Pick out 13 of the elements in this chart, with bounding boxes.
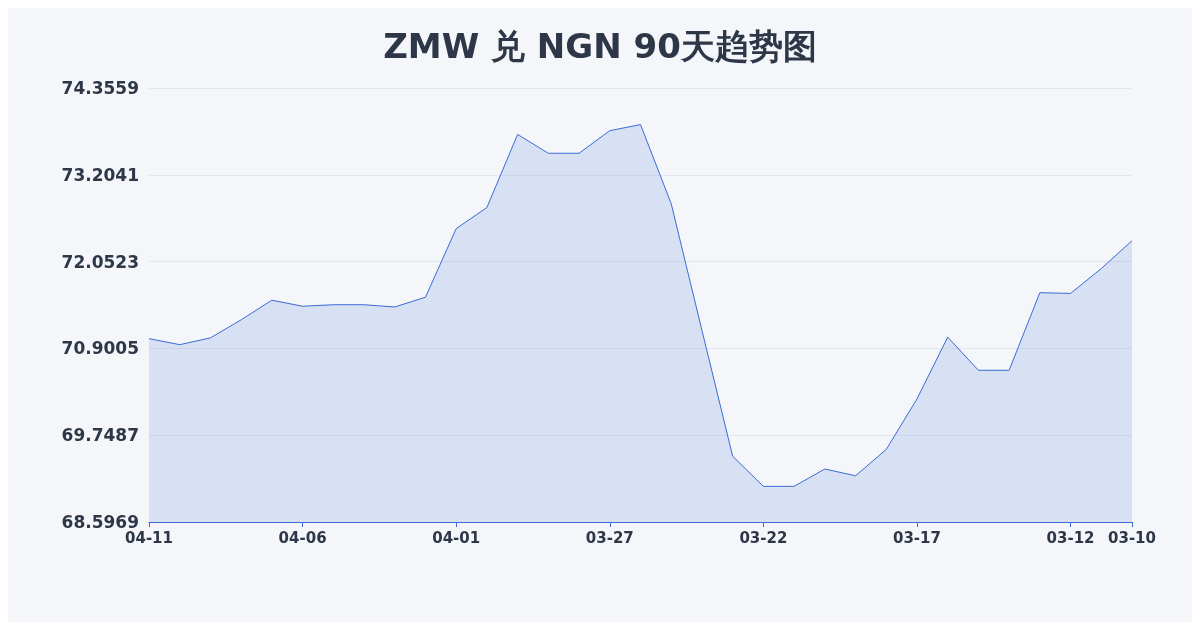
- x-tick-label: 03-12: [1046, 528, 1095, 547]
- y-tick-label: 73.2041: [61, 164, 139, 185]
- y-tick-label: 74.3559: [61, 78, 139, 98]
- x-tick-label: 03-22: [739, 528, 788, 547]
- x-tick-label: 04-01: [432, 528, 481, 547]
- x-tick-label: 03-27: [585, 528, 634, 547]
- x-tick-label: 04-06: [278, 528, 327, 547]
- y-tick-label: 69.7487: [61, 425, 139, 446]
- x-tick-label: 03-17: [892, 528, 941, 547]
- y-tick-label: 72.0523: [61, 251, 139, 272]
- x-tick-label: 03-10: [1108, 528, 1156, 547]
- y-tick-label: 70.9005: [61, 338, 139, 359]
- chart-title: ZMW 兑 NGN 90天趋势图: [383, 26, 817, 66]
